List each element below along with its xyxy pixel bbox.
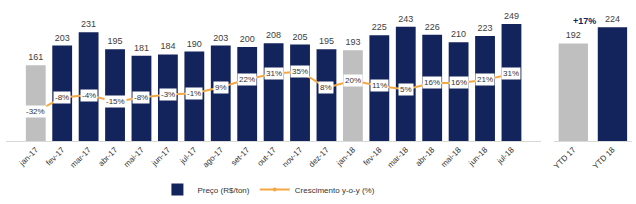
svg-text:mai-17: mai-17 xyxy=(122,145,146,169)
svg-text:195: 195 xyxy=(108,36,123,46)
svg-text:184: 184 xyxy=(160,41,175,51)
svg-text:abr-17: abr-17 xyxy=(97,145,120,168)
svg-text:9%: 9% xyxy=(215,83,227,92)
svg-text:203: 203 xyxy=(55,33,70,43)
svg-text:181: 181 xyxy=(134,43,149,53)
svg-text:226: 226 xyxy=(425,22,440,32)
svg-text:16%: 16% xyxy=(451,78,467,87)
svg-text:22%: 22% xyxy=(239,75,255,84)
svg-text:fev-18: fev-18 xyxy=(361,145,383,167)
svg-text:fev-17: fev-17 xyxy=(44,145,66,167)
svg-text:21%: 21% xyxy=(477,75,493,84)
svg-text:+17%: +17% xyxy=(573,16,596,26)
svg-text:231: 231 xyxy=(81,19,96,29)
svg-text:abr-18: abr-18 xyxy=(414,145,437,168)
svg-text:-8%: -8% xyxy=(55,93,69,102)
svg-text:-8%: -8% xyxy=(134,93,148,102)
svg-text:jun-18: jun-18 xyxy=(466,145,489,168)
svg-text:dez-17: dez-17 xyxy=(307,145,331,169)
svg-text:35%: 35% xyxy=(292,67,308,76)
svg-text:jan-18: jan-18 xyxy=(334,145,357,168)
svg-text:-32%: -32% xyxy=(26,107,45,116)
svg-text:ago-17: ago-17 xyxy=(201,145,225,169)
svg-text:YTD 17: YTD 17 xyxy=(552,145,578,171)
svg-text:31%: 31% xyxy=(503,69,519,78)
svg-text:jun-17: jun-17 xyxy=(149,145,172,168)
svg-text:208: 208 xyxy=(266,30,281,40)
svg-text:161: 161 xyxy=(28,52,43,62)
svg-text:190: 190 xyxy=(187,39,202,49)
svg-text:mar-17: mar-17 xyxy=(69,145,94,170)
svg-text:210: 210 xyxy=(451,29,466,39)
svg-text:16%: 16% xyxy=(424,78,440,87)
svg-text:205: 205 xyxy=(293,32,308,42)
svg-text:jul-17: jul-17 xyxy=(178,145,199,166)
svg-text:mar-18: mar-18 xyxy=(386,145,411,170)
svg-text:jan-17: jan-17 xyxy=(17,145,40,168)
svg-text:249: 249 xyxy=(504,11,519,21)
svg-text:31%: 31% xyxy=(266,69,282,78)
svg-text:193: 193 xyxy=(345,37,360,47)
svg-text:-3%: -3% xyxy=(161,90,175,99)
svg-text:jul-18: jul-18 xyxy=(495,145,516,166)
svg-text:243: 243 xyxy=(398,14,413,24)
svg-text:nov-17: nov-17 xyxy=(281,145,305,169)
svg-text:mai-18: mai-18 xyxy=(439,145,463,169)
svg-text:223: 223 xyxy=(478,23,493,33)
svg-text:out-17: out-17 xyxy=(255,145,278,168)
svg-text:-15%: -15% xyxy=(106,97,125,106)
svg-text:203: 203 xyxy=(213,33,228,43)
svg-text:Crescimento y-o-y (%): Crescimento y-o-y (%) xyxy=(295,186,375,195)
svg-text:20%: 20% xyxy=(345,76,361,85)
svg-text:195: 195 xyxy=(319,36,334,46)
svg-text:Preço (R$/ton): Preço (R$/ton) xyxy=(197,186,249,195)
svg-text:200: 200 xyxy=(240,34,255,44)
svg-text:8%: 8% xyxy=(320,83,332,92)
svg-text:11%: 11% xyxy=(372,81,387,90)
svg-text:192: 192 xyxy=(566,30,581,40)
svg-text:225: 225 xyxy=(372,22,387,32)
svg-text:224: 224 xyxy=(605,14,620,24)
svg-text:YTD 18: YTD 18 xyxy=(591,145,617,171)
svg-text:-1%: -1% xyxy=(187,89,201,98)
svg-text:set-17: set-17 xyxy=(229,145,251,167)
svg-text:-4%: -4% xyxy=(82,91,96,100)
svg-text:5%: 5% xyxy=(400,85,412,94)
